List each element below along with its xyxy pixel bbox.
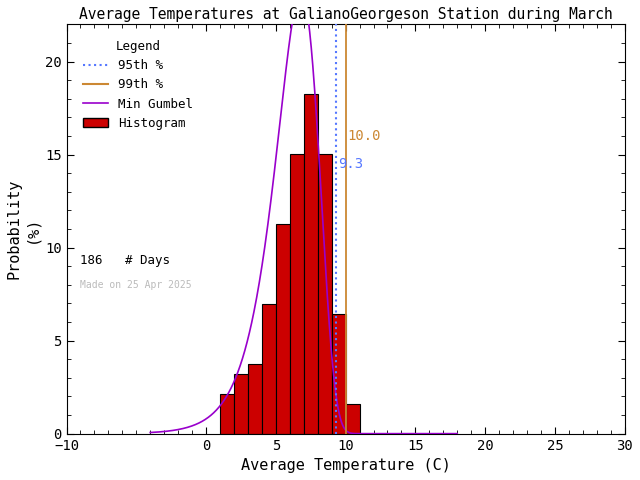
- Bar: [276, 224, 290, 433]
- Bar: [248, 364, 262, 433]
- Bar: [304, 94, 317, 433]
- Text: 10.0: 10.0: [348, 129, 381, 143]
- Bar: [234, 373, 248, 433]
- Title: Average Temperatures at GalianoGeorgeson Station during March: Average Temperatures at GalianoGeorgeson…: [79, 7, 612, 22]
- Text: 9.3: 9.3: [338, 156, 363, 171]
- Bar: [346, 404, 360, 433]
- Bar: [317, 154, 332, 433]
- Bar: [332, 314, 346, 433]
- Text: Made on 25 Apr 2025: Made on 25 Apr 2025: [81, 280, 192, 290]
- Text: 186   # Days: 186 # Days: [81, 254, 170, 267]
- Y-axis label: Probability
(%): Probability (%): [7, 179, 39, 279]
- X-axis label: Average Temperature (C): Average Temperature (C): [241, 458, 451, 473]
- Bar: [220, 394, 234, 433]
- Bar: [262, 304, 276, 433]
- Bar: [290, 154, 304, 433]
- Legend: 95th %, 99th %, Min Gumbel, Histogram: 95th %, 99th %, Min Gumbel, Histogram: [78, 35, 198, 135]
